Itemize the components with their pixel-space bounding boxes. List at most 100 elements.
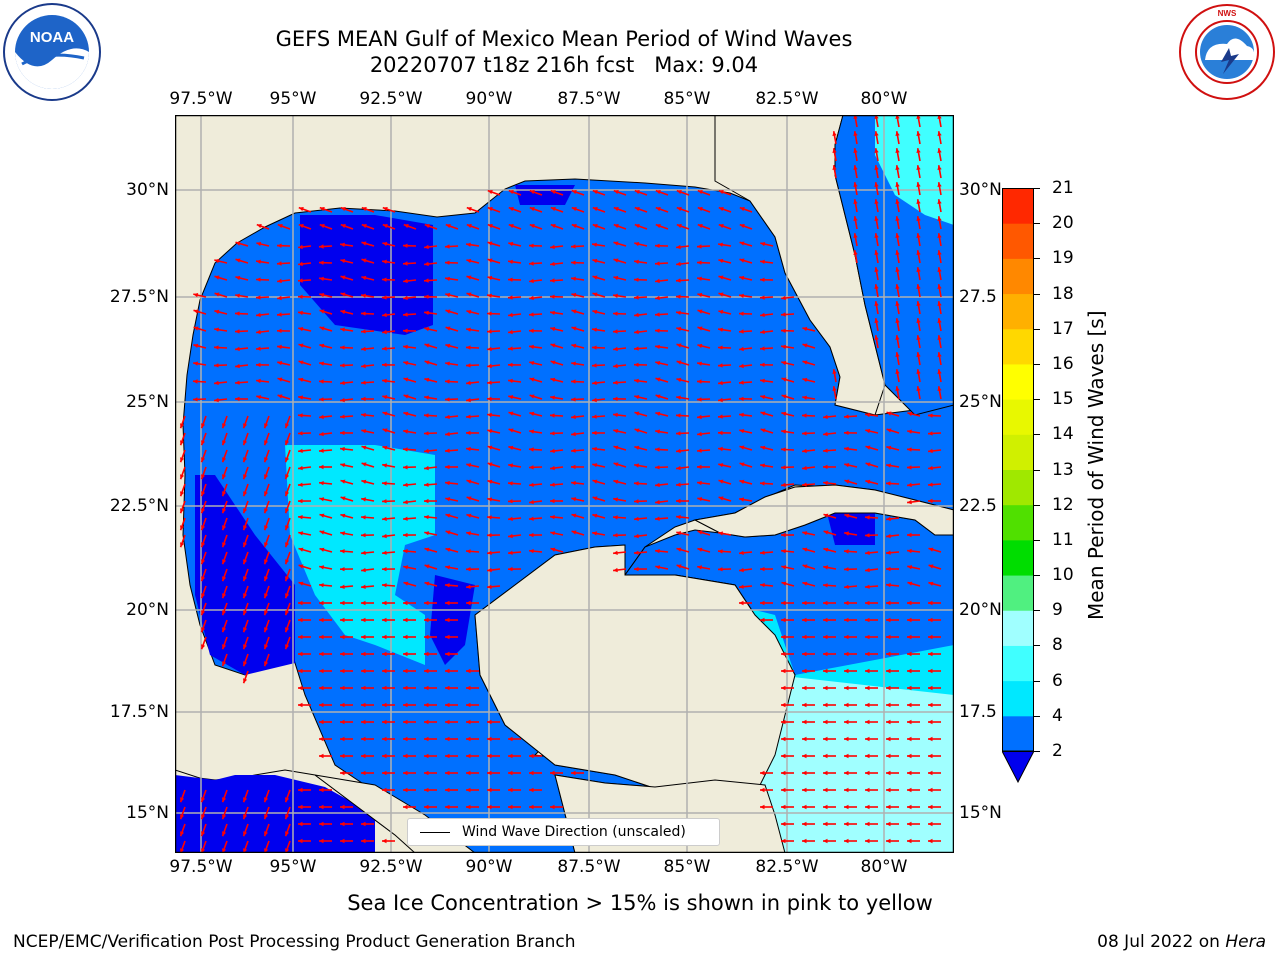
wave-arrow-head: [550, 278, 555, 283]
wave-arrow-head: [739, 396, 744, 401]
wave-arrow-head: [844, 617, 849, 623]
wave-arrow-head: [529, 447, 534, 452]
wave-arrow-head: [466, 275, 472, 280]
wave-arrow-head: [222, 627, 227, 633]
wave-arrow-head: [256, 362, 261, 368]
wave-arrow-head: [361, 821, 366, 827]
wave-arrow-head: [403, 617, 408, 623]
wave-arrow-head: [739, 311, 744, 316]
wave-arrow-head: [285, 831, 290, 837]
wave-arrow-head: [592, 327, 597, 332]
wave-arrow-head: [445, 513, 451, 518]
wave-arrow-head: [718, 363, 723, 368]
wave-arrow-head: [613, 224, 619, 229]
wave-arrow-head: [676, 547, 682, 552]
wave-arrow-head: [445, 530, 451, 535]
colorbar-segment: [1002, 645, 1034, 682]
wave-arrow-head: [697, 244, 702, 249]
wave-arrow-head: [781, 617, 786, 623]
wave-arrow-head: [285, 474, 290, 480]
wave-arrow-head: [222, 831, 227, 837]
wave-arrow-head: [718, 242, 723, 247]
chart-title: GEFS MEAN Gulf of Mexico Mean Period of …: [0, 26, 1128, 78]
wave-arrow-head: [487, 462, 493, 467]
wave-arrow-head: [361, 584, 366, 589]
wave-arrow-head: [571, 379, 576, 384]
wave-arrow-head: [319, 497, 325, 502]
wave-arrow-head: [256, 259, 261, 264]
wave-arrow-head: [907, 651, 912, 657]
wave-arrow-head: [319, 547, 325, 552]
lon-tick-label-top: 92.5°W: [359, 89, 423, 109]
wave-arrow-head: [180, 457, 185, 463]
wave-arrow-head: [718, 207, 724, 212]
wave-arrow-head: [466, 345, 471, 350]
wave-arrow-head: [243, 508, 248, 514]
wave-arrow-head: [256, 241, 262, 247]
wave-arrow-head: [802, 547, 808, 552]
wave-arrow-head: [403, 278, 408, 284]
wave-arrow-head: [865, 753, 870, 759]
wave-arrow-head: [823, 480, 828, 486]
wave-arrow-head: [886, 668, 891, 674]
wave-arrow-head: [445, 497, 451, 502]
wave-arrow-head: [865, 550, 870, 555]
wave-arrow-head: [781, 549, 786, 554]
wave-arrow-head: [201, 797, 206, 803]
wave-arrow-head: [550, 413, 555, 418]
wave-arrow-head: [466, 363, 471, 368]
lon-tick-label-bottom: 92.5°W: [359, 857, 423, 877]
wave-arrow-head: [340, 380, 345, 386]
wave-arrow-head: [403, 344, 408, 350]
wave-arrow-head: [403, 394, 409, 399]
wave-arrow-head: [613, 329, 618, 334]
wave-arrow-head: [298, 278, 303, 283]
wave-arrow-head: [886, 463, 891, 468]
wave-arrow-head: [361, 617, 366, 623]
wave-arrow-head: [298, 564, 304, 569]
wave-arrow-head: [781, 581, 787, 586]
wave-arrow-head: [550, 360, 556, 365]
wave-arrow-head: [277, 344, 282, 350]
wave-arrow-head: [844, 430, 849, 435]
wave-arrow-head: [550, 515, 555, 520]
wave-arrow-head: [823, 804, 828, 810]
wave-arrow-head: [403, 651, 408, 657]
colorbar-segment: [1002, 715, 1034, 752]
wave-arrow-head: [865, 804, 870, 810]
wave-arrow-head: [739, 363, 744, 369]
legend-line-icon: [420, 831, 450, 833]
wave-arrow-head: [361, 736, 366, 742]
wave-arrow-head: [781, 651, 786, 657]
wave-arrow-head: [907, 702, 912, 708]
wave-arrow-head: [424, 719, 429, 725]
wave-arrow-head: [201, 525, 206, 531]
wave-arrow-head: [550, 377, 556, 382]
wave-arrow-head: [907, 600, 912, 606]
wave-arrow-head: [298, 431, 303, 436]
lat-tick-label-left: 20°N: [126, 600, 169, 620]
wave-arrow-head: [319, 719, 324, 725]
wave-arrow-head: [592, 414, 597, 419]
wave-arrow-head: [886, 702, 891, 708]
wave-arrow-head: [844, 463, 850, 468]
lon-tick-label-bottom: 82.5°W: [755, 857, 819, 877]
wave-arrow-head: [382, 583, 387, 588]
wave-arrow-head: [424, 465, 429, 471]
wave-arrow-head: [319, 787, 324, 793]
wave-arrow-head: [361, 685, 366, 691]
wave-arrow-head: [739, 567, 744, 573]
wave-arrow-head: [508, 533, 513, 539]
wave-arrow-head: [613, 258, 619, 263]
wave-arrow-head: [487, 429, 493, 434]
wave-arrow-head: [445, 431, 450, 437]
wave-arrow-head: [382, 499, 387, 504]
wave-arrow-head: [781, 770, 786, 776]
wave-arrow-head: [445, 753, 450, 759]
wave-arrow-head: [823, 821, 828, 827]
wave-arrow-head: [222, 610, 227, 616]
wave-arrow-head: [319, 224, 325, 229]
wave-arrow-head: [340, 430, 345, 436]
wave-arrow-head: [403, 224, 409, 229]
wave-arrow-head: [916, 386, 921, 391]
